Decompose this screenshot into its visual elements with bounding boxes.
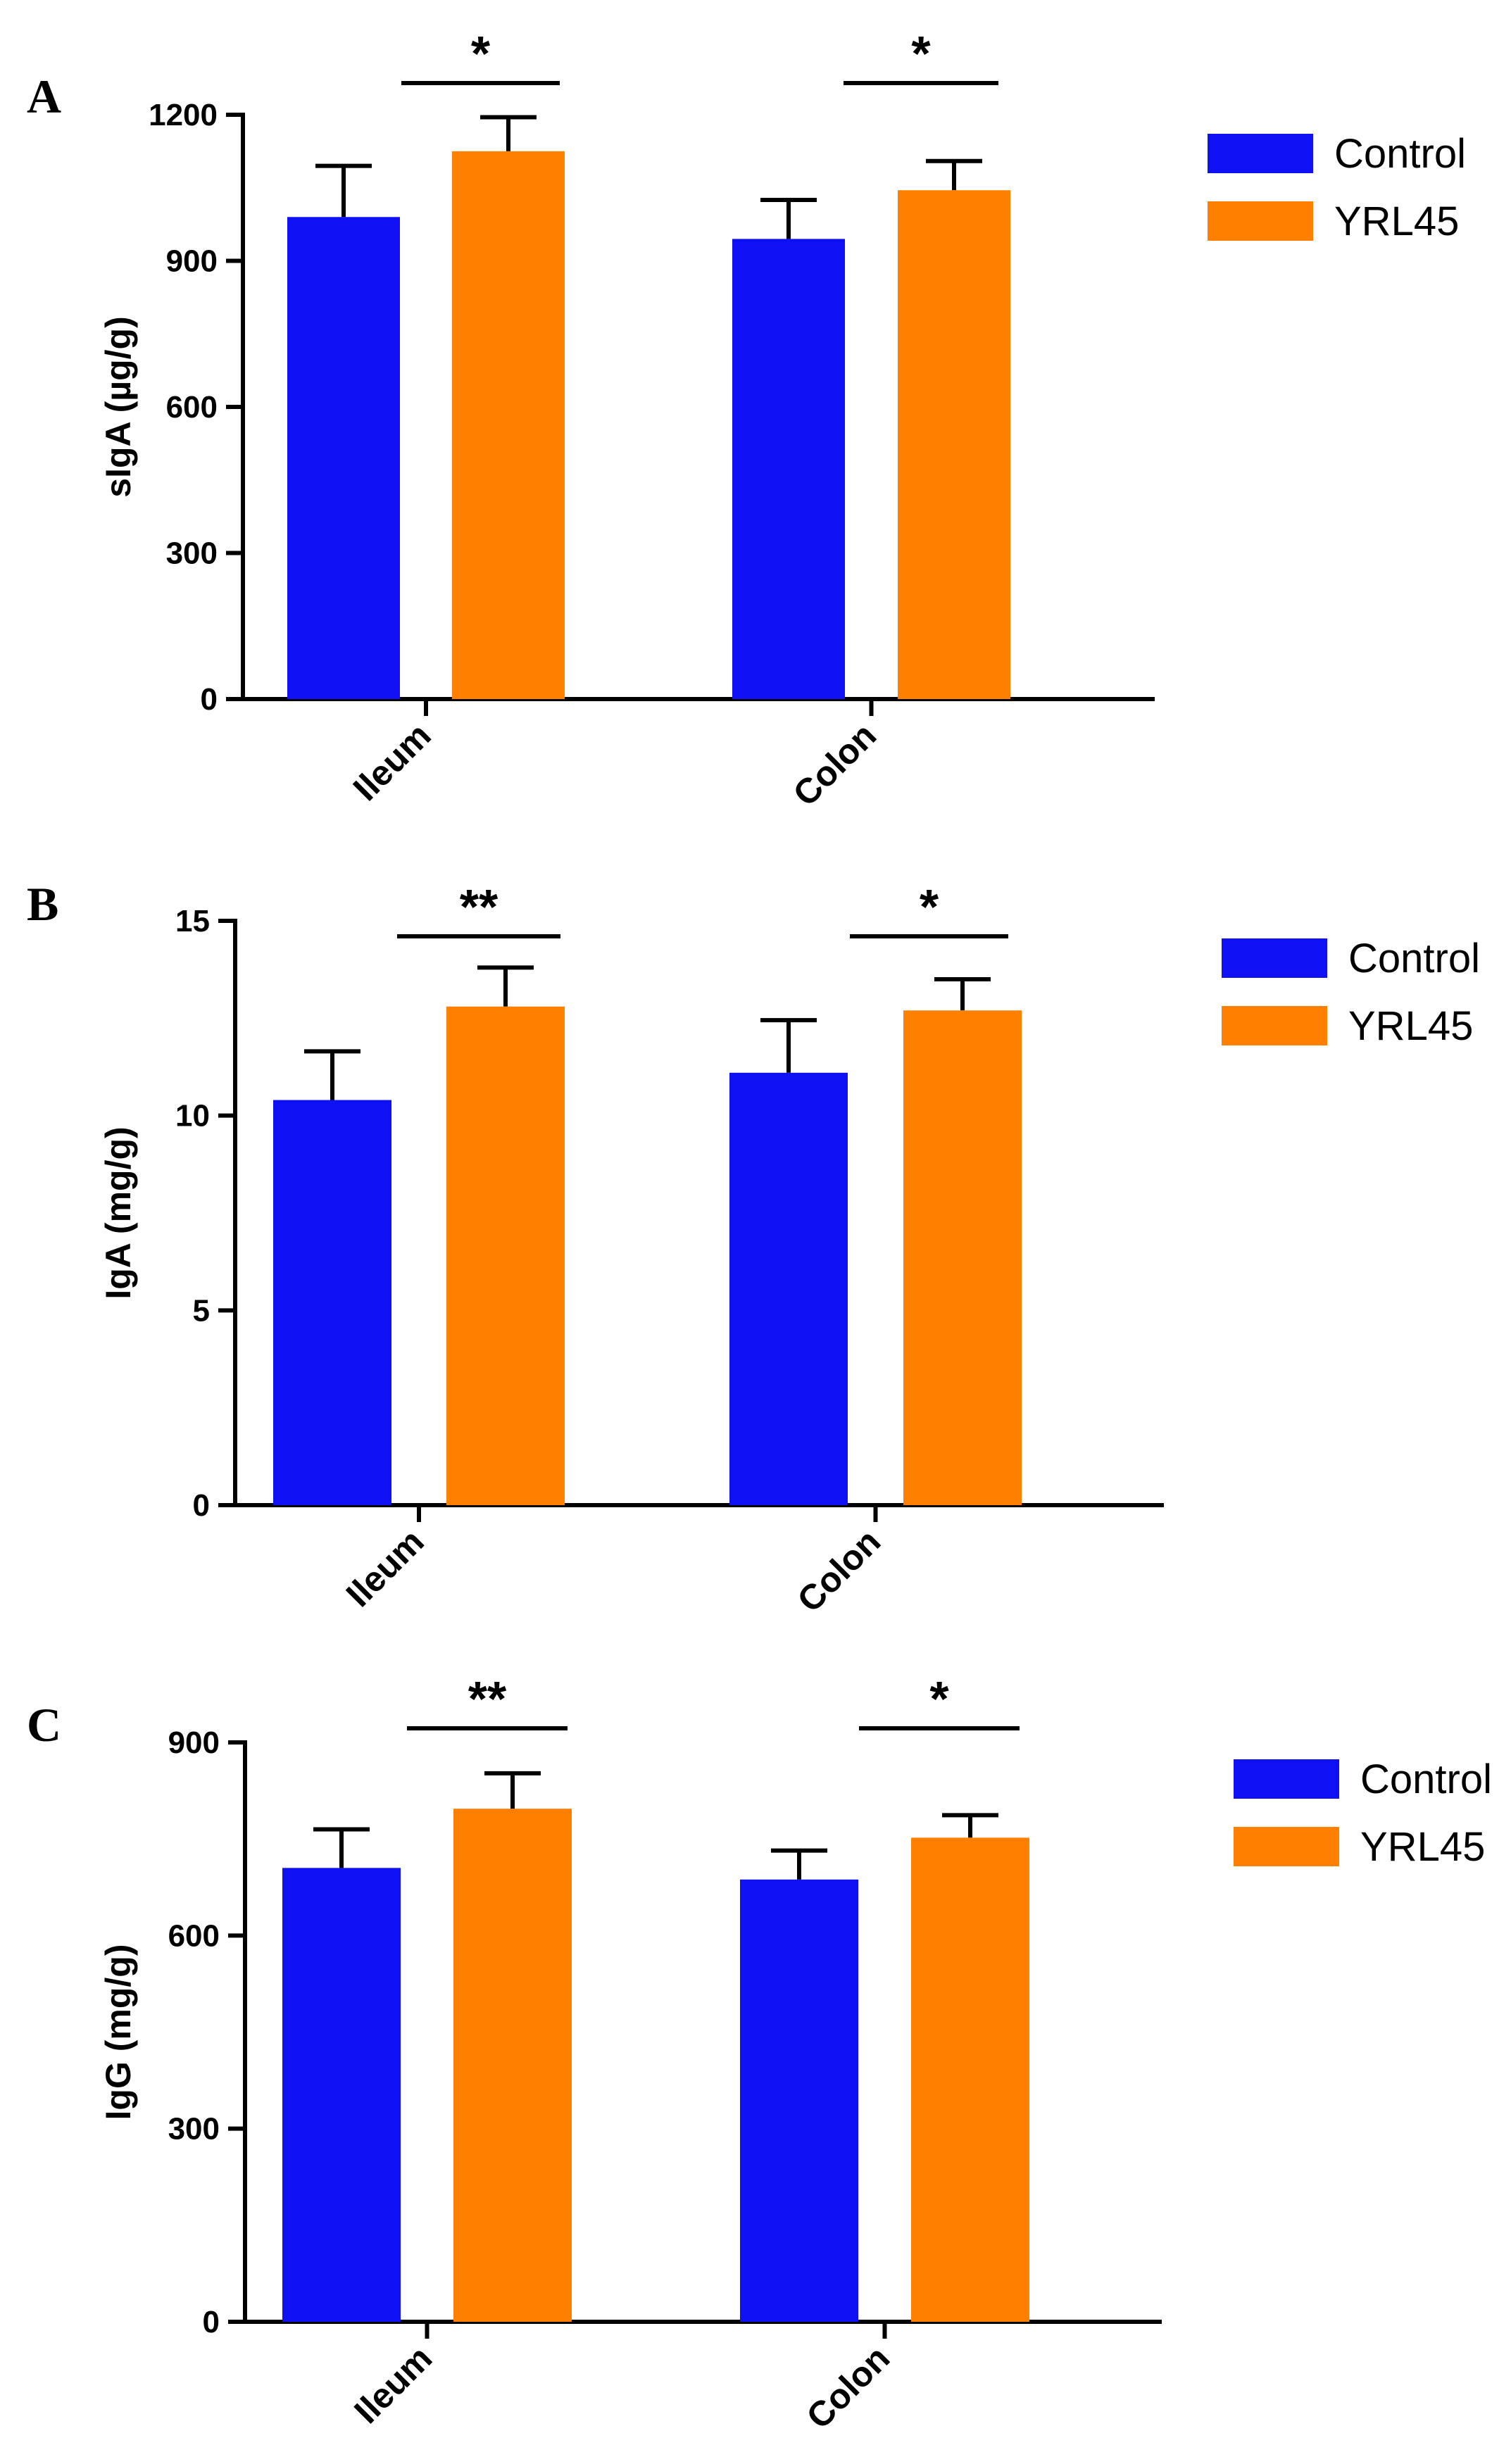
x-category-label: Colon (799, 2338, 898, 2437)
chart-panel-c: C IgG (mg/g) 0 300 600 900 Ileum ** Colon * Contro… (27, 1671, 1492, 2437)
bar-control-colon (740, 1879, 858, 2322)
y-tick-label: 900 (166, 244, 218, 279)
bar-yrl45-colon (911, 1837, 1029, 2322)
significance-marker: * (471, 26, 491, 81)
bar-yrl45-colon (903, 1010, 1022, 1505)
legend-label: YRL45 (1334, 199, 1459, 244)
bar-yrl45-ileum (453, 1809, 572, 2322)
significance-marker: ** (460, 879, 499, 934)
legend-swatch (1222, 1006, 1327, 1045)
y-tick-label: 10 (175, 1099, 210, 1133)
x-category-label: Ileum (346, 715, 439, 808)
legend-swatch (1208, 201, 1313, 241)
bar-control-ileum (273, 1100, 391, 1505)
significance-marker: * (920, 879, 939, 934)
legend-label: YRL45 (1348, 1003, 1473, 1049)
legend-swatch (1222, 938, 1327, 978)
bar-yrl45-colon (898, 190, 1010, 699)
chart-panel-b: B IgA (mg/g) 0 5 10 15 Ileum ** Colon * Control YRL… (27, 877, 1480, 1620)
legend-label: YRL45 (1360, 1824, 1485, 1870)
legend-label: Control (1348, 936, 1480, 981)
panel-letter: A (27, 70, 61, 123)
y-tick-label: 15 (175, 904, 210, 938)
legend-label: Control (1334, 131, 1466, 177)
significance-marker: * (929, 1671, 949, 1726)
legend-swatch (1234, 1759, 1339, 1799)
y-tick-label: 0 (203, 2305, 220, 2339)
y-axis-title: sIgA (µg/g) (99, 316, 138, 497)
y-tick-label: 0 (193, 1488, 210, 1523)
y-tick-label: 900 (168, 1726, 220, 1760)
x-category-label: Colon (786, 715, 884, 814)
significance-marker: * (911, 26, 931, 81)
y-tick-label: 600 (168, 1918, 220, 1953)
bar-yrl45-ileum (446, 1006, 565, 1505)
significance-marker: ** (468, 1671, 507, 1726)
panel-letter: B (27, 877, 58, 931)
bar-yrl45-ileum (452, 151, 565, 699)
x-category-label: Ileum (346, 2338, 439, 2431)
x-category-label: Colon (790, 1521, 889, 1620)
y-tick-label: 600 (166, 390, 218, 425)
bar-control-colon (732, 239, 845, 699)
panel-letter: C (27, 1698, 61, 1752)
legend-label: Control (1360, 1756, 1492, 1802)
bar-control-colon (729, 1072, 848, 1505)
legend-swatch (1234, 1827, 1339, 1866)
bar-control-ileum (282, 1868, 401, 2322)
x-category-label: Ileum (339, 1521, 432, 1614)
y-tick-label: 5 (193, 1293, 210, 1328)
bar-control-ileum (287, 217, 400, 699)
y-tick-label: 0 (201, 682, 218, 717)
y-tick-label: 300 (168, 2112, 220, 2146)
y-tick-label: 300 (166, 536, 218, 571)
y-axis-title: IgG (mg/g) (99, 1944, 138, 2120)
y-axis-title: IgA (mg/g) (99, 1126, 138, 1299)
legend-swatch (1208, 134, 1313, 173)
y-tick-label: 1200 (149, 98, 218, 132)
